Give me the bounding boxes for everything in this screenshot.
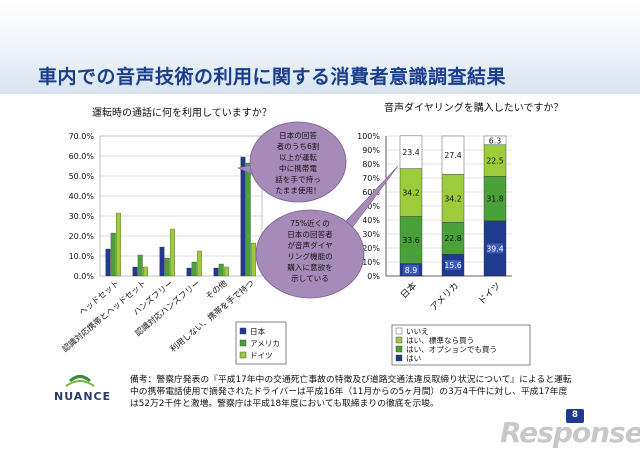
right-chart-question: 音声ダイヤリングを購入したいですか？: [384, 103, 564, 114]
right-y-tick-label: 50%: [362, 202, 380, 211]
left-bar-0-0: [105, 248, 111, 277]
left-y-tick-label: 10.0%: [69, 252, 95, 261]
right-data-label: 8.9: [405, 266, 417, 275]
left-bar-5-2: [250, 242, 256, 277]
left-bar-1-2: [142, 266, 148, 277]
left-legend-label: ドイツ: [250, 351, 273, 360]
left-plot-frame: [99, 135, 263, 277]
left-y-tick-label: 20.0%: [69, 232, 95, 241]
title-banner: [0, 0, 640, 94]
left-bar-0-1: [110, 232, 116, 277]
right-y-tick-label: 20%: [362, 244, 380, 253]
left-chart-question: 運転時の通話に何を利用していますか？: [92, 108, 272, 119]
left-legend-swatch: [239, 327, 247, 335]
right-data-label: 31.8: [486, 195, 503, 204]
left-y-tick-label: 40.0%: [69, 192, 95, 201]
left-legend-label: 日本: [250, 326, 266, 336]
right-legend-swatch: [395, 327, 403, 335]
left-y-tick-label: 60.0%: [69, 152, 95, 161]
nuance-logo-text: NUANCE: [54, 390, 112, 403]
right-legend-swatch: [395, 345, 403, 353]
right-y-tick-label: 0%: [367, 272, 380, 281]
right-legend-label: はい、標準なら買う: [406, 335, 474, 345]
left-y-tick-label: 50.0%: [69, 172, 95, 181]
bubble1-text: 日本の回答 者のうち6割 以上が運転 中に携帯電 話を手で持っ たまま使用！: [275, 131, 321, 195]
right-legend-label: はい、オプションでも買う: [406, 345, 497, 354]
left-bar-4-0: [213, 267, 219, 277]
right-y-tick-label: 30%: [362, 230, 380, 239]
bubble2-shape: [255, 209, 365, 299]
right-data-label: 22.5: [486, 157, 503, 166]
left-bar-4-2: [223, 266, 229, 277]
right-data-label: 34.2: [402, 189, 419, 198]
left-bar-2-1: [164, 257, 170, 277]
right-data-label-bg: [487, 243, 503, 254]
left-bar-5-1: [245, 162, 251, 277]
right-data-label-bg: [403, 264, 419, 275]
right-data-label: 33.6: [402, 236, 419, 245]
footnote: 備考：警察庁発表の『平成17年中の交通死亡事故の特徴及び道路交通法違反取締り状況…: [130, 375, 572, 409]
right-y-tick-label: 100%: [357, 132, 380, 141]
left-bar-1-1: [137, 254, 143, 277]
left-y-tick-label: 30.0%: [69, 212, 95, 221]
left-bar-2-0: [159, 246, 165, 277]
right-x-label: アメリカ: [428, 280, 461, 313]
right-y-tick-label: 70%: [362, 174, 380, 183]
left-legend-swatch: [239, 339, 247, 347]
right-y-tick-label: 90%: [362, 146, 380, 155]
right-x-label: ドイツ: [477, 281, 503, 307]
right-legend-label: いいえ: [406, 327, 429, 336]
left-y-tick-label: 70.0%: [69, 132, 95, 141]
left-legend-label: アメリカ: [250, 339, 280, 348]
right-y-tick-label: 10%: [362, 258, 380, 267]
right-data-label: 39.4: [486, 244, 503, 253]
left-bar-3-0: [186, 267, 192, 277]
right-data-label-bg: [445, 260, 461, 271]
left-bar-0-2: [115, 212, 121, 277]
left-legend-swatch: [239, 351, 247, 359]
right-data-label: 22.8: [444, 234, 461, 243]
left-bar-1-0: [132, 266, 138, 277]
left-bar-2-2: [169, 228, 175, 277]
left-bar-3-1: [191, 261, 197, 277]
right-data-label: 15.6: [444, 261, 461, 270]
bubble1-shape: [249, 121, 347, 203]
right-bar-segment-0-3: [399, 135, 423, 169]
right-legend-swatch: [395, 354, 403, 362]
right-y-tick-label: 60%: [362, 188, 380, 197]
page-title: 車内での音声技術の利用に関する消費者意識調査結果: [38, 66, 507, 88]
right-data-label: 6.3: [489, 136, 501, 145]
right-legend-swatch: [395, 336, 403, 344]
left-bar-4-1: [218, 263, 224, 277]
nuance-logo-icon: [65, 375, 95, 387]
right-bar-segment-1-3: [441, 135, 465, 175]
right-x-label: 日本: [398, 280, 419, 301]
right-y-tick-label: 40%: [362, 216, 380, 225]
left-bar-3-2: [196, 250, 202, 277]
page-number: 8: [572, 410, 578, 420]
left-bar-5-0: [240, 156, 246, 277]
right-legend-box: [391, 324, 531, 366]
response-watermark: Response.: [500, 416, 640, 449]
right-y-tick-label: 80%: [362, 160, 380, 169]
page-number-badge: [566, 409, 584, 423]
left-y-tick-label: 0.0%: [74, 272, 95, 281]
bubble2-text: 75%近くの 日本の回答者 が音声ダイヤ リング機能の 購入に意欲を 示している: [287, 219, 333, 283]
right-data-label: 23.4: [402, 148, 419, 157]
right-data-label: 27.4: [444, 151, 461, 160]
right-bar-segment-2-3: [483, 135, 507, 146]
right-legend-label: はい: [406, 354, 421, 363]
right-data-label: 34.2: [444, 194, 461, 203]
